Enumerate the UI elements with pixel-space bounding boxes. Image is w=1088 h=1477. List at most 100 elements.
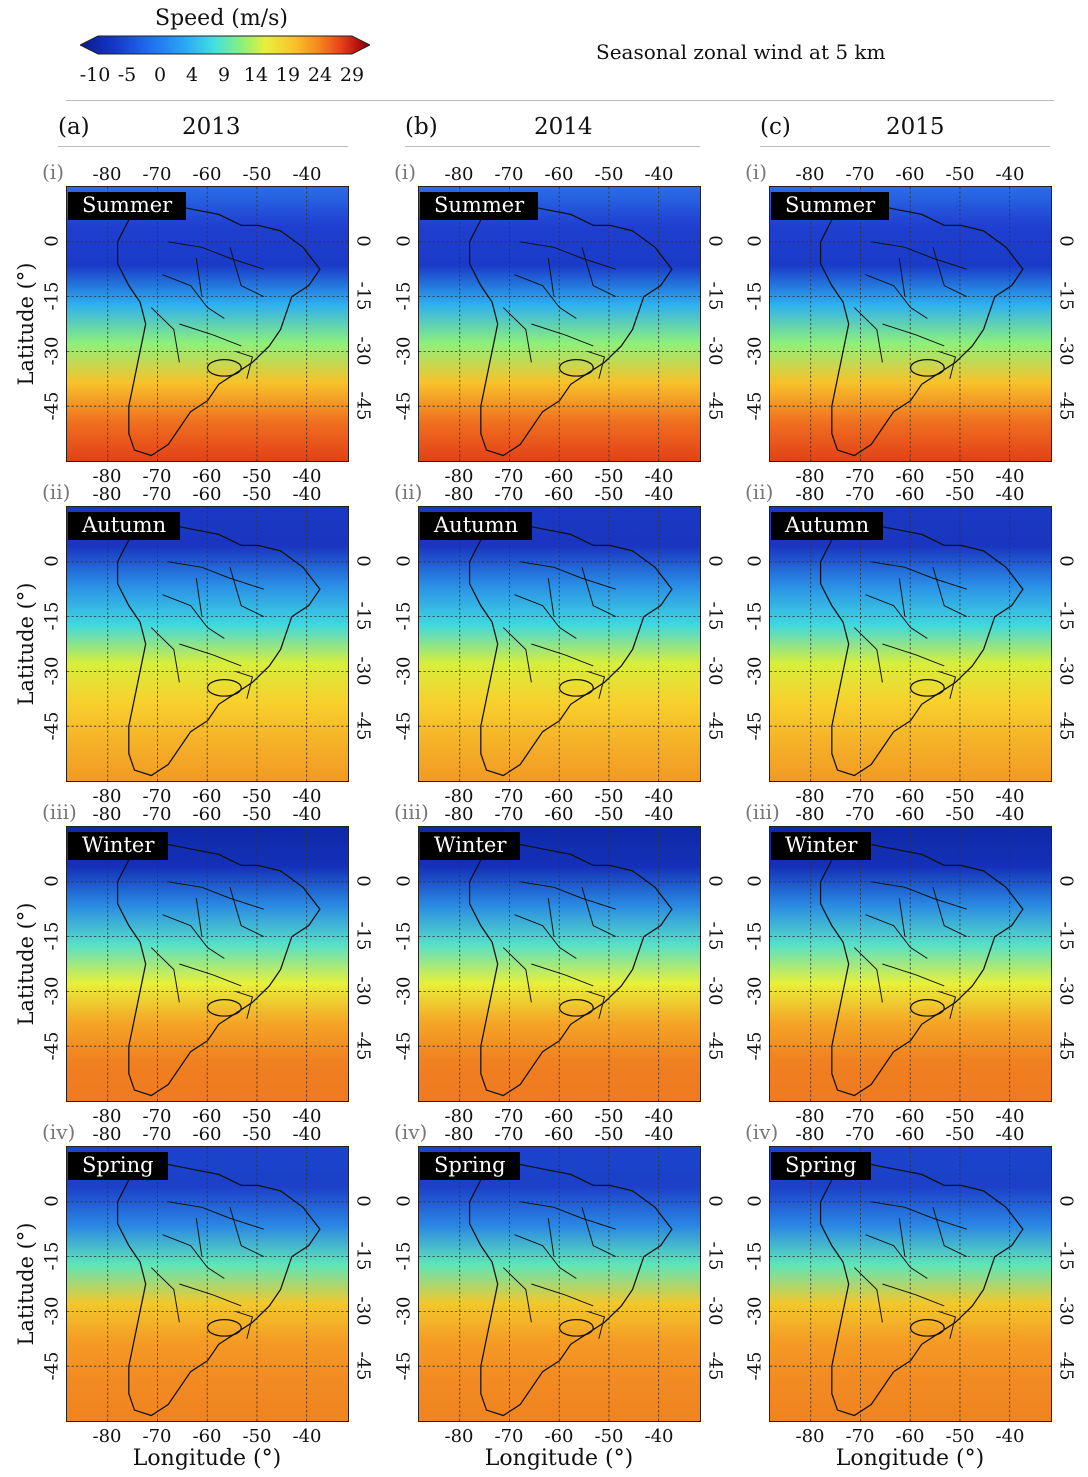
panel-index: (iv)	[394, 1120, 428, 1144]
lat-tick-right: 0	[1055, 555, 1077, 567]
wind-field	[67, 507, 348, 781]
lon-tick-bottom: -70	[845, 1426, 875, 1447]
colorbar-tick: 4	[185, 64, 199, 86]
colorbar-tick: -10	[79, 64, 111, 86]
lon-tick-bottom: -40	[292, 1106, 322, 1127]
lon-tick-bottom: -50	[945, 1106, 975, 1127]
lon-tick-bottom: -70	[494, 786, 524, 807]
lon-tick-top: -60	[544, 1124, 574, 1145]
lon-tick-top: -70	[494, 164, 524, 185]
lon-tick-top: -70	[494, 1124, 524, 1145]
panel-index: (iv)	[42, 1120, 76, 1144]
lat-tick-left: 0	[393, 1195, 415, 1207]
lon-tick-top: -60	[895, 484, 925, 505]
lon-tick-bottom: -60	[895, 1426, 925, 1447]
lon-tick-bottom: -80	[795, 466, 825, 487]
lon-tick-top: -60	[192, 164, 222, 185]
lon-tick-top: -70	[845, 804, 875, 825]
lat-tick-left: -45	[41, 711, 63, 741]
lat-tick-left: -15	[393, 921, 415, 951]
lon-tick-top: -80	[92, 1124, 122, 1145]
season-label: Summer	[420, 192, 539, 220]
lat-tick-right: -30	[704, 1296, 726, 1326]
lon-tick-bottom: -80	[92, 786, 122, 807]
season-label: Winter	[771, 832, 872, 860]
lon-tick-bottom: -40	[292, 466, 322, 487]
lon-tick-bottom: -80	[444, 1426, 474, 1447]
lat-tick-right: -30	[704, 976, 726, 1006]
lon-tick-top: -70	[142, 804, 172, 825]
lat-tick-right: -45	[704, 1351, 726, 1381]
lat-tick-left: -45	[744, 1031, 766, 1061]
lon-tick-top: -60	[895, 164, 925, 185]
lon-tick-top: -50	[945, 1124, 975, 1145]
latitude-axis-label: Latitude (°)	[14, 262, 38, 386]
lat-tick-right: -15	[1055, 281, 1077, 311]
lat-tick-right: -45	[352, 711, 374, 741]
lat-tick-left: 0	[744, 1195, 766, 1207]
lat-tick-left: 0	[744, 555, 766, 567]
lon-tick-bottom: -70	[494, 1106, 524, 1127]
column-letter: (a)	[58, 114, 90, 140]
wind-field	[419, 187, 700, 461]
wind-field	[67, 187, 348, 461]
lat-tick-right: -30	[1055, 976, 1077, 1006]
column-divider	[405, 146, 700, 147]
lon-tick-bottom: -50	[594, 466, 624, 487]
panel-index: (iii)	[394, 800, 429, 824]
lat-tick-left: -30	[393, 1296, 415, 1326]
lon-tick-top: -60	[895, 804, 925, 825]
colorbar-tick: 24	[307, 64, 333, 86]
wind-map-panel	[769, 186, 1052, 462]
panel-index: (iii)	[745, 800, 780, 824]
lon-tick-top: -40	[644, 1124, 674, 1145]
column-letter: (b)	[405, 114, 438, 140]
lat-tick-left: -15	[393, 281, 415, 311]
season-label: Winter	[68, 832, 169, 860]
panel-index: (iii)	[42, 800, 77, 824]
lon-tick-bottom: -40	[995, 1106, 1025, 1127]
colorbar-tick: 19	[275, 64, 301, 86]
lon-tick-top: -80	[444, 1124, 474, 1145]
lat-tick-right: -30	[1055, 336, 1077, 366]
lon-tick-top: -70	[494, 484, 524, 505]
lon-tick-top: -50	[242, 164, 272, 185]
lat-tick-right: 0	[352, 875, 374, 887]
column-year: 2014	[534, 114, 593, 140]
lon-tick-top: -40	[995, 1124, 1025, 1145]
lat-tick-right: 0	[704, 875, 726, 887]
lat-tick-left: 0	[41, 1195, 63, 1207]
lon-tick-top: -80	[444, 804, 474, 825]
lon-tick-top: -50	[594, 164, 624, 185]
column-divider	[760, 146, 1050, 147]
lat-tick-left: -15	[41, 601, 63, 631]
season-label: Spring	[68, 1152, 168, 1180]
lat-tick-right: -30	[352, 336, 374, 366]
lon-tick-top: -80	[795, 164, 825, 185]
lon-tick-top: -40	[292, 484, 322, 505]
lat-tick-right: -15	[1055, 1241, 1077, 1271]
lat-tick-right: -30	[352, 976, 374, 1006]
season-label: Summer	[68, 192, 187, 220]
lat-tick-right: 0	[1055, 875, 1077, 887]
lon-tick-top: -40	[644, 804, 674, 825]
lon-tick-top: -80	[92, 164, 122, 185]
lon-tick-bottom: -80	[444, 786, 474, 807]
lat-tick-left: -45	[393, 711, 415, 741]
colorbar-title: Speed (m/s)	[155, 6, 288, 31]
lat-tick-left: -45	[744, 1351, 766, 1381]
lat-tick-right: -15	[704, 1241, 726, 1271]
lat-tick-right: -15	[1055, 601, 1077, 631]
wind-field	[67, 1147, 348, 1421]
lon-tick-bottom: -60	[895, 786, 925, 807]
latitude-axis-label: Latitude (°)	[14, 1222, 38, 1346]
lon-tick-top: -70	[845, 1124, 875, 1145]
lat-tick-right: -45	[352, 1031, 374, 1061]
wind-field	[419, 1147, 700, 1421]
lat-tick-right: -30	[352, 656, 374, 686]
lon-tick-top: -40	[292, 1124, 322, 1145]
lon-tick-bottom: -80	[795, 1106, 825, 1127]
lon-tick-bottom: -80	[795, 1426, 825, 1447]
lat-tick-left: -15	[744, 921, 766, 951]
lat-tick-left: -15	[393, 601, 415, 631]
